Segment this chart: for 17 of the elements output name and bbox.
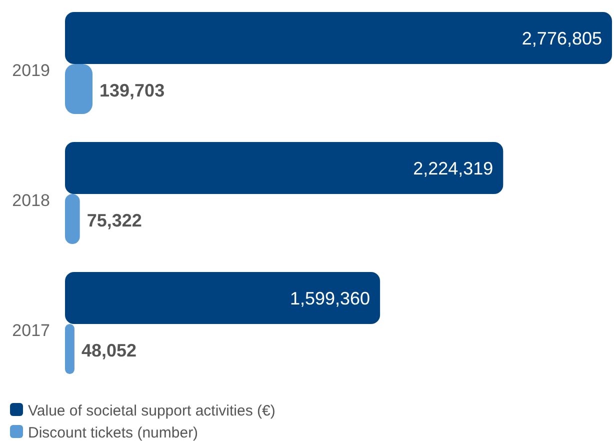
bar [65,272,380,324]
bar [65,324,74,374]
data-label: 1,599,360 [290,288,370,308]
legend-label: Discount tickets (number) [28,424,198,441]
data-label: 139,703 [100,80,165,100]
bar [65,64,93,114]
y-tick-label: 2018 [12,190,50,210]
legend-label: Value of societal support activities (€) [28,402,276,420]
data-label: 75,322 [86,210,142,230]
bar [65,194,80,244]
bar [65,12,612,64]
y-tick-label: 2019 [12,60,50,80]
data-label: 48,052 [81,340,137,360]
data-label: 2,224,319 [413,158,494,178]
y-tick-label: 2017 [12,320,50,340]
data-label: 2,776,805 [522,28,602,48]
bar [65,142,504,194]
